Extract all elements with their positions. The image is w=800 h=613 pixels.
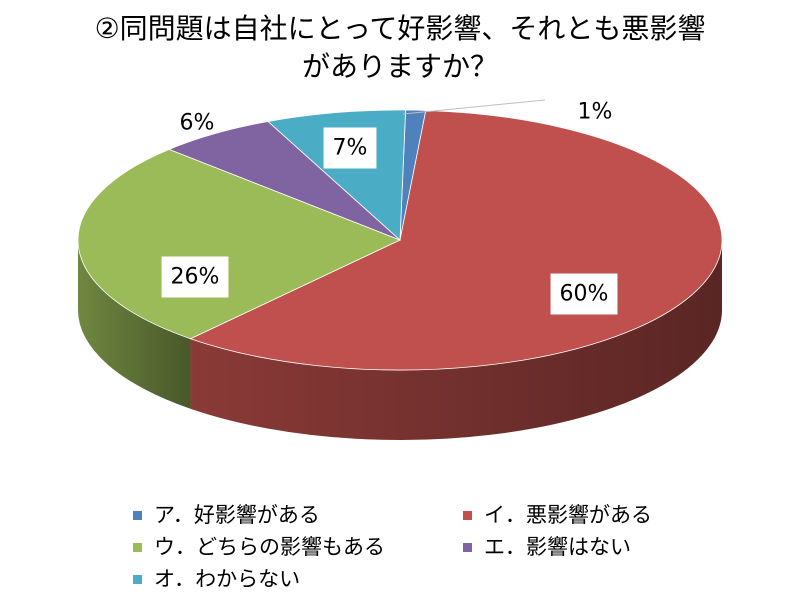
legend-swatch <box>463 510 472 520</box>
pie-data-labels: 1% 60% 26% 6% 7% <box>161 99 618 315</box>
legend: ア．好影響がある イ．悪影響がある ウ．どちらの影響もある エ．影響はない オ．… <box>133 500 753 594</box>
legend-swatch <box>133 542 142 552</box>
pie-top-slices <box>77 109 723 371</box>
pie-slice-3 <box>168 120 401 241</box>
pie-data-label-text-4: 7% <box>333 136 368 161</box>
legend-item-no-effect: エ．影響はない <box>463 532 753 562</box>
chart-title: ②同問題は自社にとって好影響、それとも悪影響 がありますか？ <box>40 10 760 86</box>
legend-swatch <box>133 574 142 584</box>
pie-data-label-text-3: 6% <box>180 111 215 136</box>
legend-label: ア．好影響がある <box>154 503 320 527</box>
pie-data-label-2: 26% <box>161 256 229 298</box>
legend-label: ウ．どちらの影響もある <box>154 535 385 559</box>
legend-item-unknown: オ．わからない <box>133 564 463 594</box>
legend-swatch <box>463 542 472 552</box>
legend-item-both: ウ．どちらの影響もある <box>133 532 463 562</box>
pie-slice-2 <box>77 148 402 340</box>
label-leader-line-0 <box>402 99 546 115</box>
pie-side-walls <box>78 240 723 441</box>
legend-item-koueikyou: ア．好影響がある <box>133 500 463 530</box>
pie-data-label-box-4 <box>323 127 377 169</box>
legend-item-akueikyou: イ．悪影響がある <box>463 500 753 530</box>
pie-data-label-4: 7% <box>323 127 377 169</box>
pie-data-label-text-0: 1% <box>578 100 613 125</box>
pie-data-label-0: 1% <box>578 100 613 125</box>
pie-data-label-3: 6% <box>180 111 215 136</box>
pie-side-shade-1 <box>190 240 723 441</box>
pie-data-label-text-2: 26% <box>171 265 220 290</box>
pie-data-label-1: 60% <box>550 273 618 315</box>
pie-side-shade-2 <box>78 240 191 409</box>
legend-label: オ．わからない <box>154 567 301 591</box>
chart-title-line-2: がありますか？ <box>301 50 498 83</box>
pie-data-label-text-1: 60% <box>560 282 609 307</box>
pie-data-label-box-2 <box>161 256 229 298</box>
chart-title-line-1: ②同問題は自社にとって好影響、それとも悪影響 <box>94 12 706 45</box>
legend-swatch <box>133 510 142 520</box>
legend-label: エ．影響はない <box>484 535 631 559</box>
pie-data-label-box-1 <box>550 273 618 315</box>
legend-label: イ．悪影響がある <box>484 503 652 527</box>
